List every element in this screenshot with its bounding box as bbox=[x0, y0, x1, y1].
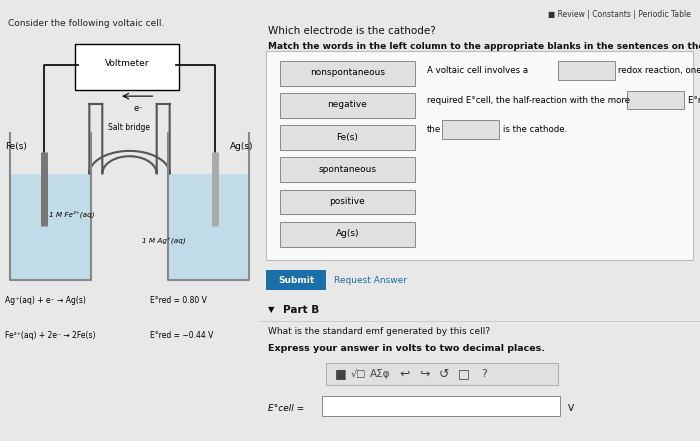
Text: Match the words in the left column to the appropriate blanks in the sentences on: Match the words in the left column to th… bbox=[268, 42, 700, 51]
Text: Fe(s): Fe(s) bbox=[5, 142, 27, 151]
Text: ΑΣφ: ΑΣφ bbox=[370, 369, 391, 379]
Text: √□: √□ bbox=[351, 369, 366, 379]
Text: Express your answer in volts to two decimal places.: Express your answer in volts to two deci… bbox=[268, 344, 545, 353]
Text: ↺: ↺ bbox=[439, 367, 449, 381]
Text: Which electrode is the cathode?: Which electrode is the cathode? bbox=[268, 26, 435, 37]
Text: E°red = 0.80 V: E°red = 0.80 V bbox=[150, 296, 207, 305]
Text: ▼: ▼ bbox=[268, 305, 274, 314]
Text: What is the standard emf generated by this cell?: What is the standard emf generated by th… bbox=[268, 327, 490, 336]
Text: Fe(s): Fe(s) bbox=[336, 133, 358, 142]
Text: spontaneous: spontaneous bbox=[318, 165, 376, 174]
FancyBboxPatch shape bbox=[321, 396, 560, 416]
Text: the: the bbox=[426, 125, 441, 134]
Text: Ag(s): Ag(s) bbox=[230, 142, 254, 151]
FancyBboxPatch shape bbox=[75, 44, 178, 90]
FancyBboxPatch shape bbox=[267, 270, 326, 290]
Text: Consider the following voltaic cell.: Consider the following voltaic cell. bbox=[8, 19, 164, 27]
Text: nonspontaneous: nonspontaneous bbox=[309, 68, 385, 77]
FancyBboxPatch shape bbox=[326, 363, 558, 385]
Text: Request Answer: Request Answer bbox=[334, 276, 407, 284]
Text: Salt bridge: Salt bridge bbox=[108, 123, 150, 132]
Text: ■ Review | Constants | Periodic Table: ■ Review | Constants | Periodic Table bbox=[548, 10, 691, 19]
Text: 1 M Fe²⁺(aq): 1 M Fe²⁺(aq) bbox=[49, 211, 94, 218]
Text: ?: ? bbox=[481, 369, 486, 379]
Text: E°red = −0.44 V: E°red = −0.44 V bbox=[150, 331, 214, 340]
Text: E°red occur: E°red occur bbox=[687, 96, 700, 105]
Text: Fe²⁺(aq) + 2e⁻ → 2Fe(s): Fe²⁺(aq) + 2e⁻ → 2Fe(s) bbox=[5, 331, 96, 340]
Text: Submit: Submit bbox=[279, 276, 314, 284]
FancyBboxPatch shape bbox=[280, 190, 414, 214]
Text: 1 M Ag⁺(aq): 1 M Ag⁺(aq) bbox=[143, 238, 186, 245]
FancyBboxPatch shape bbox=[168, 174, 248, 280]
Text: Voltmeter: Voltmeter bbox=[105, 59, 149, 67]
FancyBboxPatch shape bbox=[280, 93, 414, 118]
Text: V: V bbox=[568, 404, 574, 413]
Text: E°cell =: E°cell = bbox=[268, 404, 304, 413]
Text: e⁻: e⁻ bbox=[134, 104, 143, 113]
Text: required E°cell, the half-reaction with the more: required E°cell, the half-reaction with … bbox=[426, 96, 629, 105]
FancyBboxPatch shape bbox=[442, 120, 499, 139]
Text: ↪: ↪ bbox=[419, 367, 430, 381]
FancyBboxPatch shape bbox=[265, 51, 694, 260]
FancyBboxPatch shape bbox=[558, 61, 615, 80]
Text: negative: negative bbox=[328, 101, 367, 109]
Text: Part B: Part B bbox=[284, 305, 319, 314]
FancyBboxPatch shape bbox=[280, 125, 414, 150]
FancyBboxPatch shape bbox=[280, 222, 414, 247]
FancyBboxPatch shape bbox=[280, 157, 414, 182]
FancyBboxPatch shape bbox=[280, 61, 414, 86]
FancyBboxPatch shape bbox=[627, 91, 684, 109]
Text: positive: positive bbox=[329, 197, 365, 206]
Text: redox reaction, one with: redox reaction, one with bbox=[618, 66, 700, 75]
Text: Ag(s): Ag(s) bbox=[335, 229, 359, 238]
Text: A voltaic cell involves a: A voltaic cell involves a bbox=[426, 66, 528, 75]
Text: Ag⁺(aq) + e⁻ → Ag(s): Ag⁺(aq) + e⁻ → Ag(s) bbox=[5, 296, 86, 305]
Text: ■: ■ bbox=[335, 367, 346, 381]
FancyBboxPatch shape bbox=[10, 174, 90, 280]
Text: is the cathode.: is the cathode. bbox=[503, 125, 567, 134]
Text: ↩: ↩ bbox=[399, 367, 409, 381]
Text: □: □ bbox=[458, 367, 470, 381]
